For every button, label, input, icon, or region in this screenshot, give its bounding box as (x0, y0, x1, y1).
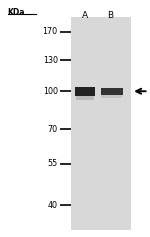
Text: KDa: KDa (8, 8, 25, 17)
Bar (75, 87, 94, 96)
Text: 40: 40 (48, 201, 58, 210)
Text: 70: 70 (48, 125, 58, 134)
Text: 170: 170 (43, 27, 58, 36)
Bar (71, 17, 130, 230)
Text: 130: 130 (43, 56, 58, 65)
Text: 100: 100 (43, 87, 58, 96)
Text: B: B (107, 11, 113, 20)
Text: 55: 55 (48, 159, 58, 168)
Bar (76, 96, 94, 100)
Bar (100, 88, 123, 95)
Bar (101, 95, 122, 98)
Text: A: A (82, 11, 88, 20)
